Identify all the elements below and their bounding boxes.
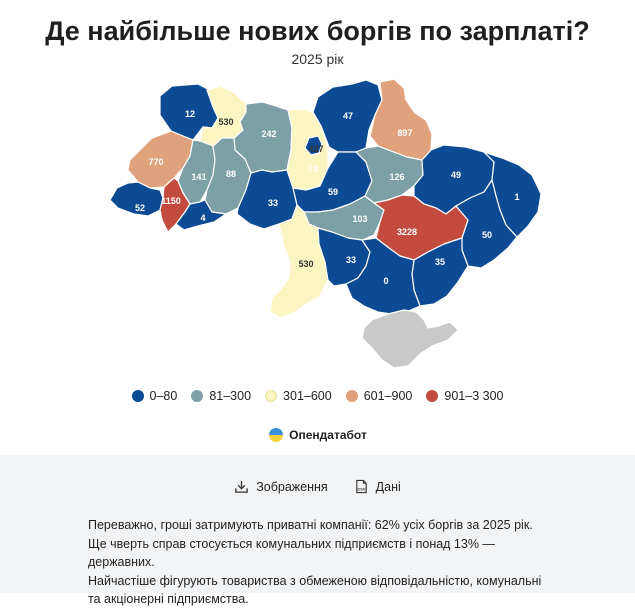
legend-item[interactable]: 301–600 (265, 389, 332, 403)
label-kharkiv: 49 (451, 170, 461, 180)
region-kyiv-city[interactable] (304, 135, 323, 156)
legend-swatch (191, 390, 204, 402)
description-text: Переважно, гроші затримують приватні ком… (88, 516, 558, 609)
label-zaporizhzhia: 35 (435, 257, 445, 267)
label-mykolaiv: 33 (346, 255, 356, 265)
label-chernihiv: 47 (343, 111, 353, 121)
label-volyn: 12 (185, 109, 195, 119)
label-khmelnytskyi: 88 (226, 169, 236, 179)
legend-label: 901–3 300 (444, 389, 504, 403)
brand[interactable]: Опендатабот (0, 427, 635, 443)
ukraine-map: 12 530 242 437 47 897 770 141 88 33 73 5… (109, 78, 542, 369)
legend-label: 81–300 (209, 389, 252, 403)
csv-file-icon: CSV (355, 479, 367, 494)
region-odesa[interactable] (269, 204, 329, 319)
label-rivne: 530 (218, 117, 233, 127)
label-sumy: 897 (397, 128, 412, 138)
label-odesa: 530 (298, 259, 313, 269)
footer-panel: Зображення CSV Дані Переважно, гроші зат… (0, 455, 635, 606)
legend: 0–80 81–300 301–600 601–900 901–3 300 (0, 389, 635, 403)
description-line: Ще чверть справ стосується комунальних п… (88, 536, 495, 570)
description-line: Найчастіше фігурують товариства з обмеже… (88, 573, 542, 588)
chart-subtitle: 2025 рік (291, 51, 344, 67)
label-kyiv-city: 73 (308, 164, 318, 174)
label-kyiv-oblast: 437 (308, 144, 323, 154)
legend-item[interactable]: 81–300 (191, 389, 251, 403)
description-line: Переважно, гроші затримують приватні ком… (88, 518, 533, 532)
label-dnipropetrovsk: 3228 (397, 227, 417, 237)
svg-text:CSV: CSV (357, 487, 365, 492)
label-vinnytsia: 33 (268, 198, 278, 208)
legend-label: 0–80 (149, 389, 178, 403)
opendatabot-logo-icon (269, 428, 284, 442)
label-lviv: 770 (148, 157, 163, 167)
brand-name: Опендатабот (289, 428, 367, 442)
label-kherson: 0 (383, 276, 388, 286)
legend-label: 301–600 (283, 389, 332, 403)
legend-swatch (345, 390, 358, 402)
label-zhytomyr: 242 (261, 129, 276, 139)
legend-item[interactable]: 0–80 (131, 389, 178, 403)
region-lviv[interactable] (127, 130, 194, 189)
download-image-button[interactable]: Зображення (234, 479, 328, 494)
label-luhansk: 1 (514, 192, 519, 202)
download-image-label: Зображення (256, 479, 328, 494)
region-chernivtsi[interactable] (175, 199, 227, 231)
label-zakarpattia: 52 (135, 203, 145, 213)
label-ivano-frankivsk: 1150 (161, 196, 181, 206)
label-donetsk: 50 (482, 230, 492, 240)
legend-swatch (426, 390, 439, 402)
legend-swatch (131, 390, 144, 402)
actions-bar: Зображення CSV Дані (0, 479, 635, 494)
download-data-button[interactable]: CSV Дані (354, 479, 401, 494)
legend-label: 601–900 (363, 389, 413, 403)
download-icon (235, 480, 248, 493)
download-data-label: Дані (375, 479, 401, 494)
legend-item[interactable]: 601–900 (345, 389, 413, 403)
region-crimea[interactable] (361, 309, 459, 369)
chart-title: Де найбільше нових боргів по зарплаті? (45, 16, 590, 46)
label-poltava: 126 (389, 172, 404, 182)
legend-swatch (265, 390, 278, 402)
region-chernihiv[interactable] (312, 79, 383, 153)
label-chernivtsi: 4 (200, 213, 205, 223)
label-ternopil: 141 (191, 172, 206, 182)
legend-item[interactable]: 901–3 300 (426, 389, 503, 403)
label-cherkasy: 59 (328, 187, 338, 197)
label-kirovohrad: 103 (352, 214, 367, 224)
